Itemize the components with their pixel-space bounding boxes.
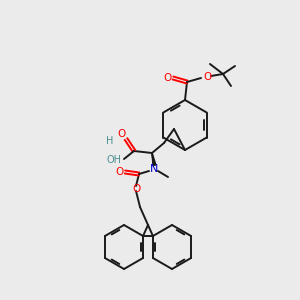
Text: H: H xyxy=(106,136,114,146)
Text: N: N xyxy=(150,164,158,174)
Text: O: O xyxy=(203,72,211,82)
Text: OH: OH xyxy=(106,155,122,165)
Text: O: O xyxy=(163,73,171,83)
Text: O: O xyxy=(132,184,141,194)
Text: O: O xyxy=(115,167,123,177)
Polygon shape xyxy=(152,153,156,165)
Text: O: O xyxy=(118,129,126,139)
